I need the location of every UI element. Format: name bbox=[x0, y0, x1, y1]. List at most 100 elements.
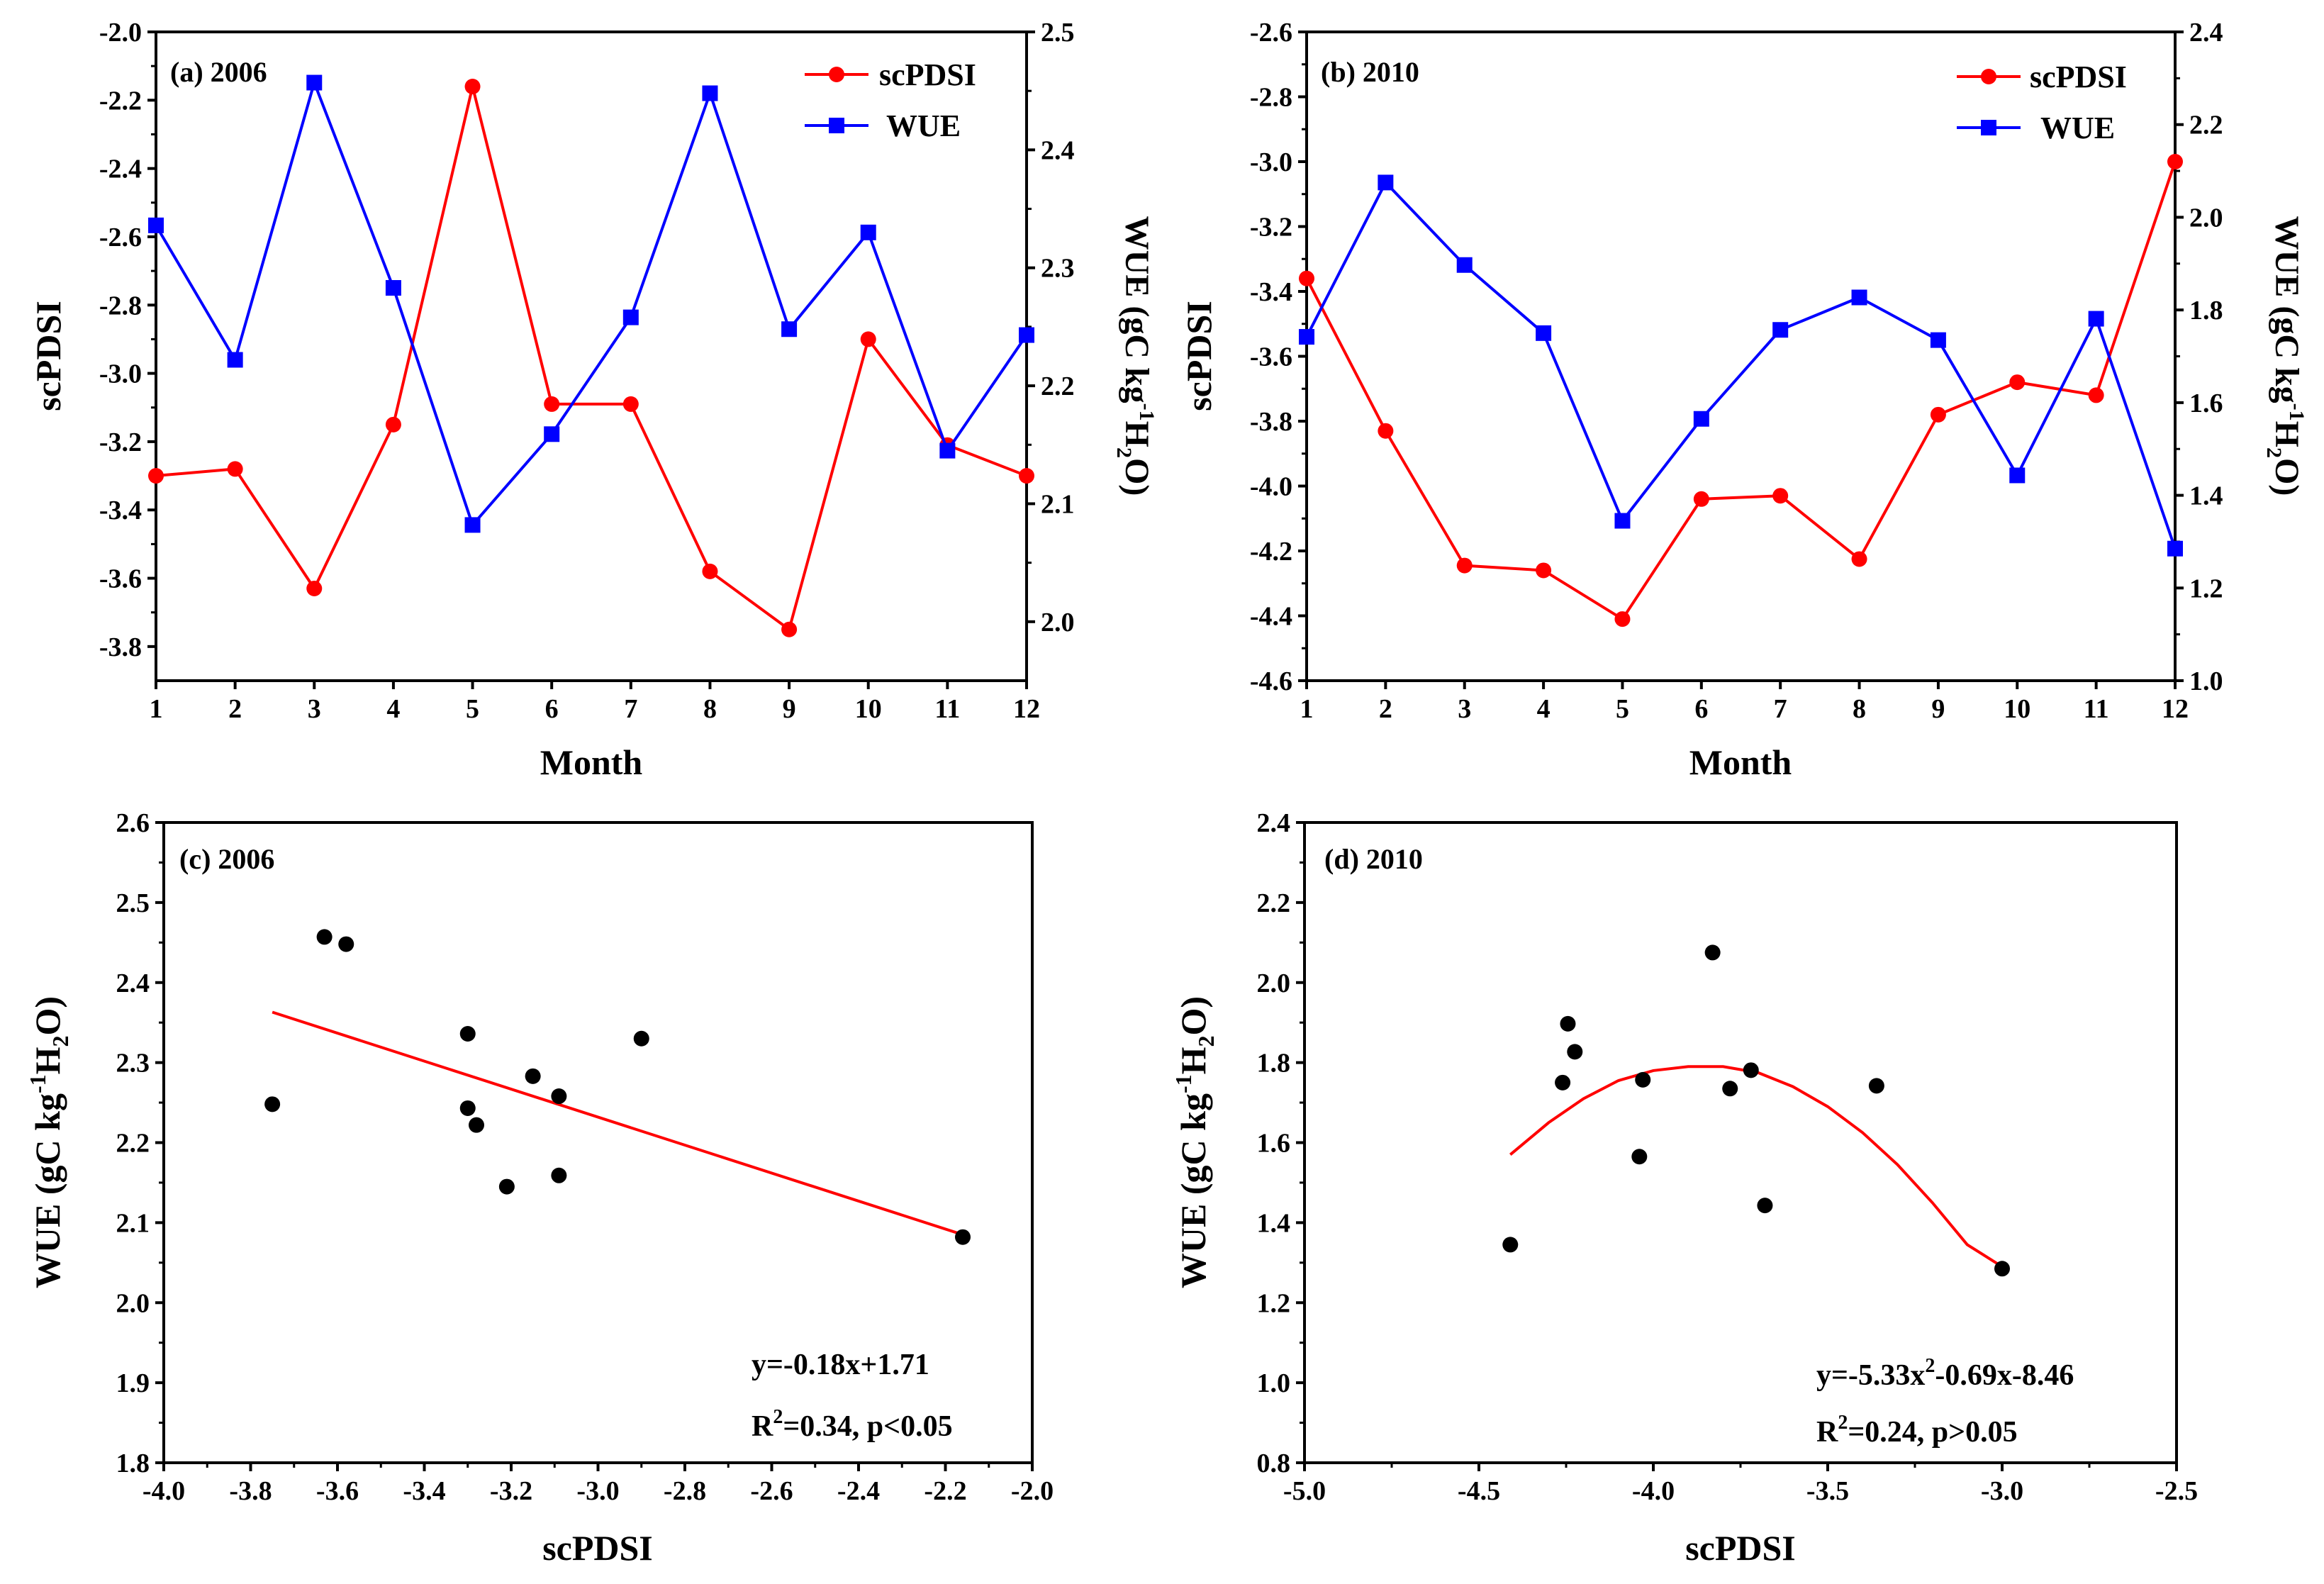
panel-d-ylabel: WUE (gC kg-1H2O) bbox=[1171, 996, 1219, 1288]
panel-c-ytick-label: 2.4 bbox=[116, 969, 150, 998]
panel-a-xlabel: Month bbox=[540, 742, 643, 782]
panel-b-scpdsi-line bbox=[1305, 161, 2177, 621]
panel-a-y2tick-label: 2.2 bbox=[1041, 372, 1075, 401]
panel-b-y2tick-label: 1.0 bbox=[2189, 666, 2223, 696]
panel-a-ylabel: scPDSI bbox=[28, 301, 68, 411]
panel-d-scatter-point bbox=[1743, 1062, 1759, 1078]
panel-a-scpdsi-point bbox=[464, 79, 481, 95]
panel-a-xtick-label: 1 bbox=[150, 694, 163, 724]
panel-d-xtick-label: -2.5 bbox=[2155, 1476, 2198, 1506]
panel-c-ticks: -4.0 -3.8 -3.6 -3.4 -3.2 -3.0 -2.8 -2.6 -2.4 -2.2… bbox=[116, 808, 1054, 1506]
panel-a-ticks: 1 2 3 4 5 6 7 8 9 10 11 12-3.8-3.6-3.4-3.2-3.0-2.8-… bbox=[99, 18, 1075, 724]
panel-a-wue-point bbox=[781, 321, 798, 338]
panel-d-fit-line bbox=[1509, 1065, 2004, 1268]
panel-b-scpdsi-point bbox=[2167, 154, 2183, 169]
panel-b-legend: scPDSI WUE bbox=[1957, 60, 2127, 145]
panel-c-scatter-point bbox=[633, 1030, 649, 1047]
panel-a-xtick-label: 4 bbox=[386, 694, 400, 724]
panel-b-xtick-label: 7 bbox=[1774, 694, 1787, 724]
panel-b-xtick-label: 4 bbox=[1537, 694, 1551, 724]
panel-a-y2tick-label: 2.3 bbox=[1041, 254, 1075, 284]
panel-c-stats: R2=0.34, p<0.05 bbox=[752, 1406, 953, 1443]
panel-b-ytick-label: -3.0 bbox=[1250, 147, 1292, 177]
panel-c-xtick-label: -3.4 bbox=[403, 1476, 445, 1506]
panel-a-xtick-label: 5 bbox=[466, 694, 479, 724]
panel-b-xtick-label: 2 bbox=[1379, 694, 1392, 724]
panel-c-scatter-point bbox=[338, 936, 354, 952]
panel-a-scpdsi-point bbox=[227, 461, 243, 477]
panel-b-wue-point bbox=[2167, 540, 2183, 557]
panel-a-scpdsi-point bbox=[1019, 468, 1034, 484]
panel-a-frame bbox=[155, 30, 1028, 682]
panel-c: -4.0 -3.8 -3.6 -3.4 -3.2 -3.0 -2.8 -2.6 -2.4 -2.2… bbox=[25, 808, 1054, 1568]
panel-c-xtick-label: -4.0 bbox=[143, 1476, 185, 1506]
panel-b-y2label: WUE (gC kg-1H2O) bbox=[2262, 216, 2308, 496]
panel-a-scpdsi-point bbox=[860, 331, 876, 347]
panel-d-scatter-point bbox=[1635, 1071, 1651, 1088]
panel-d-xtick-label: -4.5 bbox=[1458, 1476, 1500, 1506]
panel-b-xtick-label: 9 bbox=[1931, 694, 1945, 724]
panel-b-xlabel: Month bbox=[1689, 742, 1792, 782]
panel-d-scatter-point bbox=[1567, 1044, 1583, 1060]
panel-b-ytick-label: -3.8 bbox=[1250, 407, 1292, 437]
panel-c-ylabel: WUE (gC kg-1H2O) bbox=[25, 996, 73, 1288]
panel-b-xtick-label: 12 bbox=[2162, 694, 2189, 724]
panel-b: 1 2 3 4 5 6 7 8 9 10 11 12-4.6-4.4-4.2-4.0-3.8-3.6-… bbox=[1179, 18, 2308, 782]
panel-a-xtick-label: 12 bbox=[1013, 694, 1040, 724]
panel-c-scatter-point bbox=[955, 1229, 971, 1245]
panel-d-ytick-label: 1.4 bbox=[1257, 1208, 1291, 1238]
panel-b-ytick-label: -4.4 bbox=[1250, 602, 1292, 632]
panel-b-legend-wue-marker bbox=[1981, 120, 1996, 135]
panel-c-ytick-label: 2.6 bbox=[116, 808, 150, 838]
panel-b-ytick-label: -3.6 bbox=[1250, 342, 1292, 372]
panel-a-wue-point bbox=[622, 309, 639, 325]
panel-c-scatter-point bbox=[498, 1178, 515, 1195]
panel-b-wue-point bbox=[1930, 332, 1946, 348]
panel-a-scpdsi-point bbox=[781, 621, 798, 637]
panel-d-scatter-point bbox=[1757, 1198, 1773, 1214]
panel-b-plot bbox=[1299, 154, 2183, 628]
panel-b-wue-point bbox=[1299, 329, 1314, 345]
panel-b-xtick-label: 5 bbox=[1616, 694, 1629, 724]
panel-a-y2tick-label: 2.0 bbox=[1041, 608, 1075, 637]
panel-a-scpdsi-line bbox=[155, 85, 1027, 631]
panel-d-ytick-label: 2.4 bbox=[1257, 808, 1291, 838]
panel-b-y2tick-label: 2.4 bbox=[2189, 18, 2223, 48]
panel-d-ytick-label: 1.8 bbox=[1257, 1049, 1291, 1078]
panel-a-scpdsi-point bbox=[544, 396, 560, 412]
panel-a-wue-point bbox=[464, 517, 481, 533]
panel-b-scpdsi-point bbox=[1378, 423, 1394, 439]
panel-a-wue-point bbox=[306, 74, 323, 91]
panel-c-xtick-label: -2.0 bbox=[1011, 1476, 1054, 1506]
panel-a-xtick-label: 8 bbox=[703, 694, 717, 724]
panel-a-legend-scpdsi-marker bbox=[829, 67, 844, 82]
panel-b-wue-point bbox=[1536, 325, 1552, 341]
panel-a-xtick-label: 7 bbox=[624, 694, 637, 724]
panel-c-scatter-point bbox=[525, 1068, 541, 1084]
panel-a-wue-point bbox=[860, 224, 876, 240]
panel-b-scpdsi-point bbox=[2088, 387, 2104, 403]
panel-c-xtick-label: -2.6 bbox=[750, 1476, 793, 1506]
panel-a: 1 2 3 4 5 6 7 8 9 10 11 12-3.8-3.6-3.4-3.2-3.0-2.8-… bbox=[28, 18, 1158, 782]
panel-a-ytick-label: -3.4 bbox=[99, 496, 142, 525]
panel-c-plot bbox=[264, 929, 971, 1245]
panel-d-scatter-point bbox=[1502, 1237, 1519, 1253]
panel-c-scatter-point bbox=[459, 1025, 476, 1042]
panel-a-legend-wue-marker bbox=[829, 118, 844, 133]
panel-b-ytick-label: -4.6 bbox=[1250, 666, 1292, 696]
panel-b-scpdsi-point bbox=[1299, 270, 1314, 286]
panel-d-scatter-point bbox=[1868, 1078, 1884, 1094]
panel-c-fit-line bbox=[272, 1010, 963, 1237]
panel-b-ytick-label: -3.4 bbox=[1250, 277, 1292, 307]
panel-b-xtick-label: 10 bbox=[2004, 694, 2030, 724]
panel-b-ticks: 1 2 3 4 5 6 7 8 9 10 11 12-4.6-4.4-4.2-4.0-3.8-3.6-… bbox=[1250, 18, 2223, 724]
panel-a-wue-point bbox=[702, 85, 718, 101]
panel-c-xtick-label: -3.6 bbox=[316, 1476, 359, 1506]
panel-b-scpdsi-point bbox=[1693, 491, 1709, 507]
panel-a-legend-scpdsi-label: scPDSI bbox=[879, 57, 976, 92]
panel-b-xtick-label: 1 bbox=[1300, 694, 1314, 724]
panel-d-stats: R2=0.24, p>0.05 bbox=[1816, 1412, 2018, 1449]
panel-b-y2tick-label: 1.2 bbox=[2189, 574, 2223, 603]
panel-d: -5.0 -4.5 -4.0 -3.5 -3.0 -2.5 0.8 1.0 1.2 1.4 1.6 1… bbox=[1171, 808, 2198, 1568]
panel-b-scpdsi-point bbox=[2009, 374, 2026, 391]
